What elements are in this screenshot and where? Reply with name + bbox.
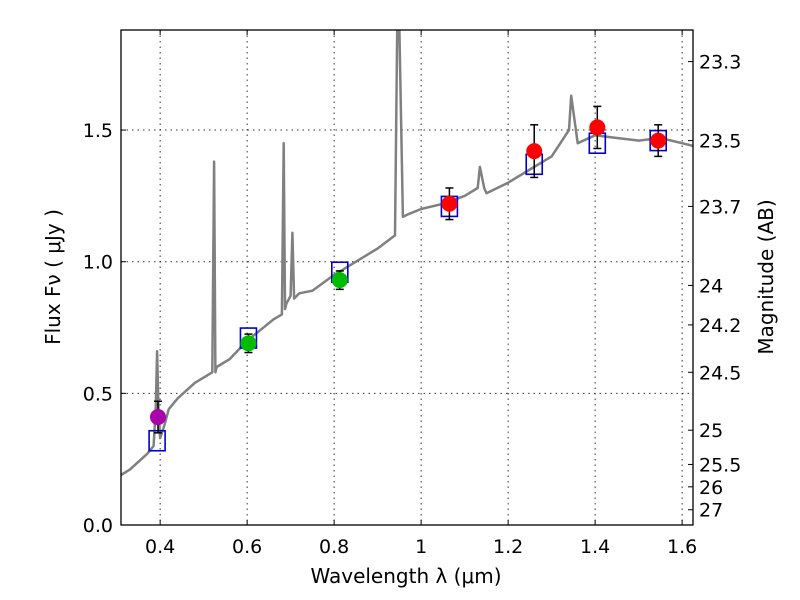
y-axis-title: Flux Fν ( μJy ) — [41, 209, 65, 345]
observed-flux-point — [526, 143, 543, 160]
magnitude-tick-label: 23.5 — [699, 131, 741, 153]
y-tick-label: 0.0 — [83, 515, 113, 537]
x-tick-label: 1 — [415, 536, 427, 558]
x-axis-title: Wavelength λ (μm) — [310, 564, 501, 588]
observed-flux-point — [240, 335, 257, 352]
magnitude-tick-label: 23.3 — [699, 52, 741, 74]
model-spectrum-line — [121, 30, 693, 477]
observed-flux-point — [589, 119, 606, 136]
observed-flux-point — [331, 272, 348, 289]
x-tick-label: 1.2 — [493, 536, 523, 558]
x-tick-label: 0.8 — [319, 536, 349, 558]
magnitude-tick-label: 25.5 — [699, 454, 741, 476]
x-tick-label: 0.4 — [145, 536, 175, 558]
magnitude-tick-label: 24.2 — [699, 315, 741, 337]
magnitude-tick-label: 25 — [699, 420, 723, 442]
magnitude-tick-label: 24 — [699, 275, 723, 297]
plot-frame — [120, 29, 694, 526]
magnitude-tick-label: 24.5 — [699, 362, 741, 384]
grid-layer — [121, 30, 693, 526]
observed-flux-point — [650, 132, 667, 149]
model-photometry-square — [148, 429, 166, 452]
magnitude-tick-label: 27 — [699, 500, 723, 522]
observed-flux-point — [441, 195, 458, 212]
x-tick-label: 1.6 — [667, 536, 697, 558]
axes-layer: 0.4 0.6 0.8 1 1.2 1.4 1.6 0.0 0.5 1.0 1.5 23.3 23.5 2… — [83, 29, 741, 558]
y-tick-label: 0.5 — [83, 383, 113, 405]
y-tick-label: 1.5 — [83, 120, 113, 142]
plot-area — [121, 30, 693, 477]
x-tick-label: 0.6 — [232, 536, 262, 558]
observed-flux-point — [149, 409, 166, 426]
x-tick-label: 1.4 — [580, 536, 610, 558]
y-tick-label: 1.0 — [83, 252, 113, 274]
magnitude-tick-label: 26 — [699, 477, 723, 499]
magnitude-axis-title: Magnitude (AB) — [754, 199, 778, 354]
magnitude-tick-label: 23.7 — [699, 196, 741, 218]
